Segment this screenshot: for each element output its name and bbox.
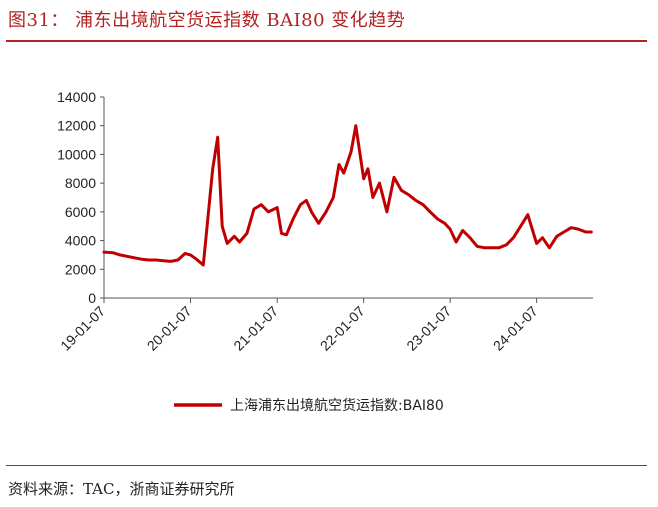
y-tick-label: 6000 [65, 204, 96, 220]
x-tick-label: 20-01-07 [144, 303, 195, 354]
x-tick-label: 21-01-07 [230, 303, 281, 354]
y-tick-label: 14000 [57, 89, 96, 105]
series-line-bai80 [102, 124, 593, 267]
title-rule [6, 40, 647, 42]
y-tick-label: 12000 [57, 118, 96, 134]
y-tick-label: 10000 [57, 146, 96, 162]
figure-title: 图31： 浦东出境航空货运指数 BAI80 变化趋势 [8, 10, 406, 31]
x-tick-label: 22-01-07 [317, 303, 368, 354]
y-tick-label: 4000 [65, 233, 96, 249]
legend-label: 上海浦东出境航空货运指数:BAI80 [230, 397, 444, 414]
source-note: 资料来源：TAC，浙商证券研究所 [8, 480, 235, 498]
x-tick-label: 24-01-07 [490, 303, 541, 354]
source-rule [6, 465, 647, 466]
y-tick-label: 2000 [65, 261, 96, 277]
x-tick-label: 23-01-07 [403, 303, 454, 354]
y-tick-label: 0 [88, 290, 96, 306]
x-tick-label: 19-01-07 [57, 303, 108, 354]
y-tick-label: 8000 [65, 175, 96, 191]
